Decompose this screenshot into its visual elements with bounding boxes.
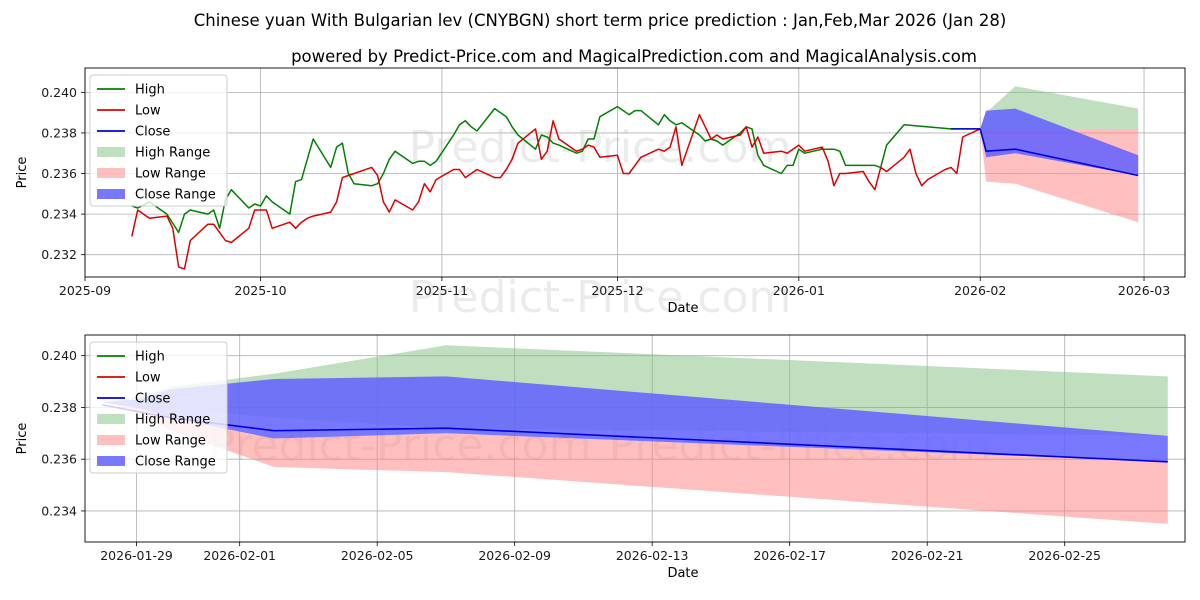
legend-label-low-range: Low Range: [135, 167, 206, 182]
x-tick-label: 2026-02-01: [203, 548, 276, 563]
legend-swatch-high-range: [97, 147, 125, 157]
legend: High Low Close High Range Low Range Close Ran…: [89, 74, 228, 207]
low-series-line: [131, 113, 981, 270]
axes-frame: [84, 334, 1186, 543]
legend: High Low Close High Range Low Range Close Ran…: [89, 341, 228, 474]
legend-label-low: Low: [135, 371, 161, 386]
x-tick-label: 2026-02-05: [341, 548, 414, 563]
watermark: Predict-Price.com: [409, 122, 792, 173]
legend-swatch-high-range: [97, 414, 125, 424]
y-tick-label: 0.238: [41, 400, 77, 415]
x-tick-label: 2025-12: [591, 283, 643, 298]
legend-swatch-low-range: [97, 435, 125, 445]
legend-label-low: Low: [135, 104, 161, 119]
high-series-line: [131, 105, 981, 234]
x-tick-label: 2025-10: [234, 283, 286, 298]
legend-label-high-range: High Range: [135, 146, 210, 161]
y-tick-label: 0.232: [41, 247, 77, 262]
close-range-band: [102, 376, 1168, 462]
bottom-chart-panel: Predict-Price.com Predict-Price.com 2026…: [15, 334, 1186, 581]
legend-swatch-close-range: [97, 189, 125, 199]
x-axis-label: Date: [667, 566, 698, 581]
chart-subtitle: powered by Predict-Price.com and Magical…: [291, 47, 977, 66]
chart-title: Chinese yuan With Bulgarian lev (CNYBGN)…: [194, 11, 1007, 30]
axes-frame: [84, 67, 1186, 278]
legend-label-close: Close: [135, 125, 170, 140]
close-forecast-line: [979, 128, 1139, 177]
y-axis-label: Price: [15, 423, 30, 455]
x-tick-label: 2026-01: [773, 283, 825, 298]
x-tick-label: 2026-02: [954, 283, 1006, 298]
plot-area: [131, 86, 1139, 270]
x-tick-label: 2026-02-13: [616, 548, 689, 563]
x-tick-label: 2025-09: [59, 283, 111, 298]
legend-label-high-range: High Range: [135, 413, 210, 428]
x-tick-label: 2025-11: [416, 283, 468, 298]
x-tick-label: 2026-02-21: [891, 548, 964, 563]
y-tick-label: 0.236: [41, 166, 77, 181]
y-tick-label: 0.240: [41, 348, 77, 363]
legend-label-close: Close: [135, 392, 170, 407]
y-tick-label: 0.234: [41, 503, 77, 518]
plot-area: [102, 345, 1168, 524]
x-tick-label: 2026-01-29: [100, 548, 173, 563]
x-axis-label: Date: [667, 301, 698, 316]
x-tick-label: 2026-02-09: [478, 548, 551, 563]
legend-label-low-range: Low Range: [135, 434, 206, 449]
legend-label-high: High: [135, 83, 165, 98]
watermark: Predict-Price.com: [409, 272, 792, 323]
legend-label-close-range: Close Range: [135, 188, 216, 203]
x-tick-label: 2026-02-17: [753, 548, 826, 563]
top-chart-panel: Predict-Price.com Predict-Price.com 2025…: [15, 67, 1186, 323]
x-tick-label: 2026-02-25: [1028, 548, 1101, 563]
x-tick-label: 2026-03: [1118, 283, 1170, 298]
y-axis-label: Price: [15, 157, 30, 189]
close-range-band: [980, 108, 1139, 176]
y-tick-label: 0.240: [41, 85, 77, 100]
legend-swatch-low-range: [97, 168, 125, 178]
legend-label-close-range: Close Range: [135, 455, 216, 470]
legend-swatch-close-range: [97, 456, 125, 466]
legend-label-high: High: [135, 350, 165, 365]
low-range-band: [102, 402, 1168, 524]
y-tick-label: 0.238: [41, 125, 77, 140]
y-tick-label: 0.234: [41, 207, 77, 222]
y-tick-label: 0.236: [41, 452, 77, 467]
